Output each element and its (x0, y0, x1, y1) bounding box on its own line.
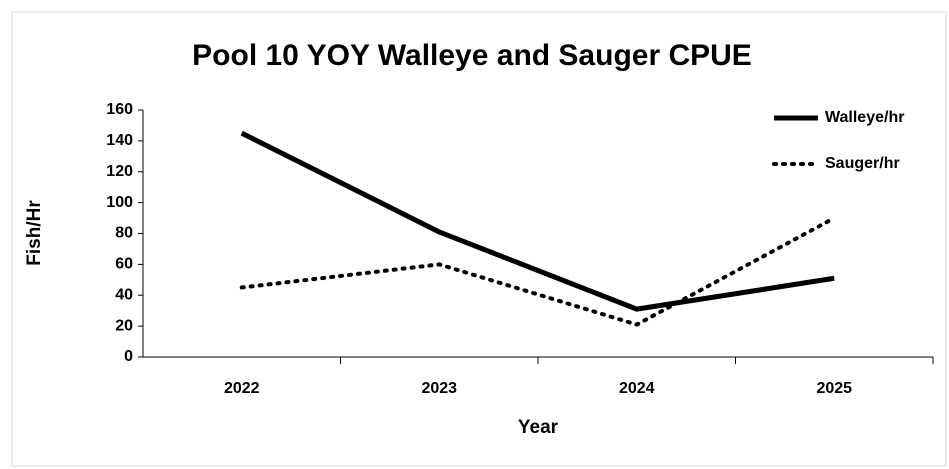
chart-border (11, 11, 947, 467)
x-tick-label: 2022 (224, 380, 260, 397)
legend-label: Sauger/hr (825, 155, 900, 172)
y-tick-label: 80 (115, 225, 133, 242)
y-tick-label: 160 (106, 101, 133, 118)
y-tick-label: 60 (115, 256, 133, 273)
x-tick-label: 2024 (619, 380, 655, 397)
y-tick-label: 40 (115, 286, 133, 303)
y-axis-label: Fish/Hr (24, 200, 45, 266)
y-tick-label: 0 (124, 348, 133, 365)
y-tick-label: 140 (106, 132, 133, 149)
y-tick-label: 120 (106, 163, 133, 180)
y-tick-label: 100 (106, 194, 133, 211)
series-line (240, 130, 835, 312)
chart-title: Pool 10 YOY Walleye and Sauger CPUE (192, 39, 752, 72)
x-axis-label: Year (518, 417, 559, 438)
x-tick-label: 2023 (421, 380, 457, 397)
legend-label: Walleye/hr (825, 109, 904, 126)
x-tick-label: 2025 (816, 380, 852, 397)
series-line (239, 216, 837, 327)
y-tick-label: 20 (115, 317, 133, 334)
